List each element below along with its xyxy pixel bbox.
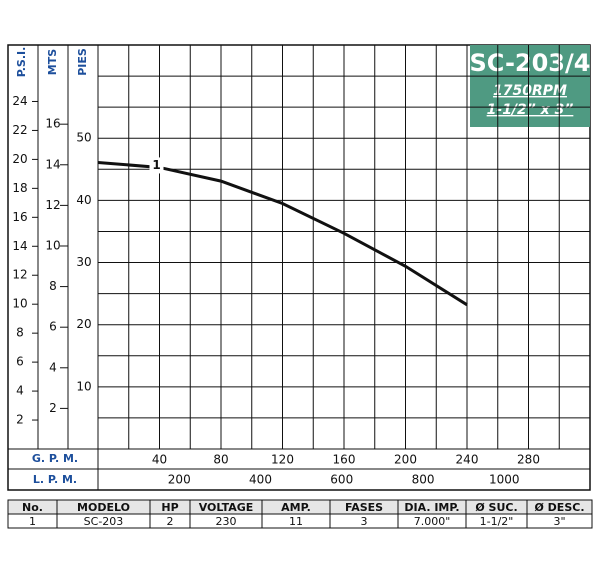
chart-frame xyxy=(7,44,591,491)
psi-tick-label: 2 xyxy=(16,413,24,427)
psi-tick-label: 12 xyxy=(12,268,27,282)
mts-tick-label: 10 xyxy=(45,238,60,252)
y-axis-title: PIES xyxy=(76,48,89,76)
x-tick-label: 80 xyxy=(213,453,228,467)
x-tick-label: 240 xyxy=(456,453,479,467)
y-tick-label: 40 xyxy=(76,193,91,207)
table-cell: 3" xyxy=(553,515,565,528)
table-cell: 1-1/2" xyxy=(480,515,514,528)
table-cell: SC-203 xyxy=(84,515,124,528)
y-tick-label: 20 xyxy=(76,317,91,331)
y-tick-label: 10 xyxy=(76,379,91,393)
lpm-axis-title: L. P. M. xyxy=(33,473,77,486)
mts-tick-label: 16 xyxy=(45,117,60,131)
table-cell: 2 xyxy=(167,515,174,528)
mts-tick-label: 6 xyxy=(49,320,57,334)
lpm-tick-label: 200 xyxy=(168,473,191,487)
table-header: Ø SUC. xyxy=(475,501,517,514)
x-tick-label: 40 xyxy=(152,453,167,467)
x-tick-label: 200 xyxy=(394,453,417,467)
psi-tick-label: 10 xyxy=(12,297,27,311)
psi-axis-title: P.S.I. xyxy=(15,47,28,78)
x-axis-title: G. P. M. xyxy=(32,452,78,465)
lpm-tick-label: 600 xyxy=(330,473,353,487)
psi-tick-label: 24 xyxy=(12,94,27,108)
mts-axis-title: MTS xyxy=(46,49,59,75)
psi-tick-label: 20 xyxy=(12,152,27,166)
psi-tick-label: 4 xyxy=(16,384,24,398)
mts-tick-label: 14 xyxy=(45,157,60,171)
y-tick-label: 30 xyxy=(76,255,91,269)
psi-tick-label: 8 xyxy=(16,326,24,340)
psi-tick-label: 22 xyxy=(12,123,27,137)
title-box xyxy=(470,45,590,127)
table-header-bg xyxy=(8,500,592,514)
x-tick-label: 160 xyxy=(333,453,356,467)
table-header: MODELO xyxy=(77,501,130,514)
curve-label-bg xyxy=(149,157,164,174)
y-tick-label: 50 xyxy=(76,131,91,145)
table-header: FASES xyxy=(345,501,383,514)
table-header: AMP. xyxy=(281,501,311,514)
table-cell: 7.000" xyxy=(414,515,451,528)
table-cell: 3 xyxy=(361,515,368,528)
x-tick-label: 120 xyxy=(271,453,294,467)
chart-subtitle: 1750RPM xyxy=(493,83,567,99)
x-tick-label: 280 xyxy=(517,453,540,467)
curve-label: 1 xyxy=(152,158,160,172)
table-cell: 11 xyxy=(289,515,303,528)
mts-tick-label: 4 xyxy=(49,360,57,374)
table-header: No. xyxy=(22,501,43,514)
mts-tick-label: 2 xyxy=(49,401,57,415)
table-cell: 1 xyxy=(29,515,36,528)
table-header: HP xyxy=(161,501,178,514)
table-cell: 230 xyxy=(216,515,237,528)
table-header: DIA. IMP. xyxy=(404,501,459,514)
chart-title: SC-203/4 xyxy=(470,49,591,77)
lpm-tick-label: 1000 xyxy=(489,473,520,487)
psi-tick-label: 16 xyxy=(12,210,27,224)
spec-table: No. MODELO HP VOLTAGE AMP. FASES DIA. IMP. Ø SU… xyxy=(7,499,593,529)
psi-tick-label: 18 xyxy=(12,181,27,195)
psi-tick-label: 14 xyxy=(12,239,27,253)
lpm-tick-label: 800 xyxy=(412,473,435,487)
mts-tick-label: 8 xyxy=(49,279,57,293)
psi-tick-label: 6 xyxy=(16,355,24,369)
size-label: 1-1/2” x 3” xyxy=(487,102,574,118)
table-header: Ø DESC. xyxy=(535,501,585,514)
table-header: VOLTAGE xyxy=(199,501,254,514)
mts-tick-label: 12 xyxy=(45,198,60,212)
lpm-tick-label: 400 xyxy=(249,473,272,487)
